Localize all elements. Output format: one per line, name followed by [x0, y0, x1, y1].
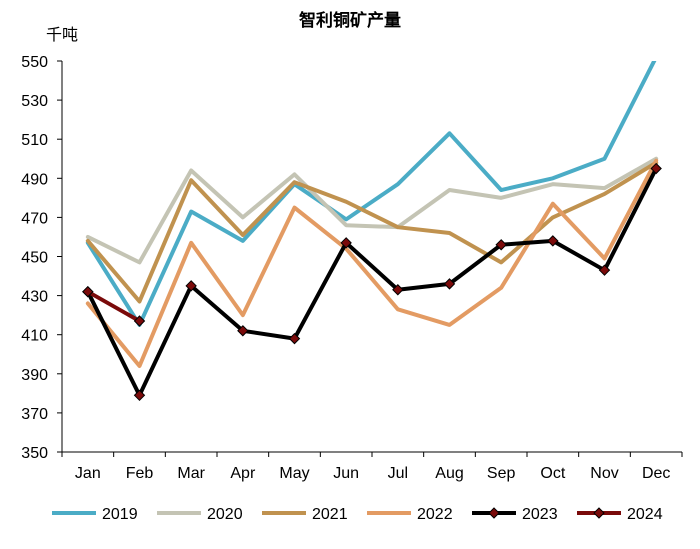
y-tick-label: 390	[21, 367, 48, 384]
y-tick-label: 370	[21, 406, 48, 423]
y-tick-label: 350	[21, 445, 48, 462]
series-layer	[82, 61, 662, 402]
y-tick-label: 550	[21, 54, 48, 71]
y-tick-label: 410	[21, 328, 48, 345]
x-tick-label: Sep	[487, 465, 516, 482]
x-tick-label: Jul	[388, 465, 408, 482]
x-tick-label: Aug	[435, 465, 463, 482]
y-tick-label: 490	[21, 171, 48, 188]
legend-marker	[593, 507, 605, 519]
data-point-2023	[598, 264, 611, 276]
data-point-2023	[340, 237, 352, 249]
series-line-2024	[85, 289, 142, 324]
y-tick-label: 510	[21, 132, 48, 149]
legend-label: 2019	[102, 506, 138, 523]
legend-label: 2020	[207, 506, 243, 523]
x-tick-label: Jun	[333, 465, 359, 482]
series-line-2019	[85, 61, 657, 327]
series-line-2022	[85, 158, 659, 368]
series-2024	[82, 285, 146, 327]
chart-title: 智利铜矿产量	[299, 10, 401, 30]
data-point-2023	[650, 162, 662, 175]
data-point-2023	[547, 235, 559, 247]
legend-item-2023: 2023	[472, 506, 558, 523]
data-point-2023	[392, 284, 404, 296]
x-tick-label: Mar	[177, 465, 205, 482]
x-tick-label: Dec	[642, 465, 670, 482]
x-tick-label: Jan	[75, 465, 101, 482]
legend-item-2021: 2021	[262, 506, 348, 523]
data-point-2023	[133, 389, 146, 402]
series-line-2023	[85, 166, 659, 398]
axes: 350 370 390 410 430 450 470 490 510 530 550 Jan Feb M…	[21, 54, 683, 482]
data-point-2024	[133, 315, 146, 327]
series-2019	[85, 61, 657, 327]
data-point-2023	[443, 278, 456, 290]
data-point-2023	[288, 332, 301, 345]
x-tick-label: Apr	[230, 465, 256, 482]
y-tick-label: 450	[21, 250, 48, 267]
y-tick-label: 530	[21, 93, 48, 110]
x-tick-label: Feb	[126, 465, 154, 482]
series-2022	[85, 158, 659, 368]
legend: 2019 2020 2021 2022 2023 2024	[52, 506, 663, 523]
y-axis-label: 千吨	[46, 26, 78, 44]
y-tick-label: 430	[21, 289, 48, 306]
legend-item-2019: 2019	[52, 506, 138, 523]
legend-item-2022: 2022	[367, 506, 453, 523]
legend-item-2024: 2024	[577, 506, 663, 523]
x-tick-label: Nov	[590, 465, 618, 482]
legend-marker	[488, 507, 500, 519]
series-2020	[85, 156, 659, 265]
legend-label: 2022	[417, 506, 453, 523]
data-point-2023	[237, 325, 249, 337]
x-tick-label: Oct	[540, 465, 565, 482]
data-point-2023	[495, 239, 507, 251]
y-tick-label: 470	[21, 210, 48, 227]
data-point-2024	[82, 285, 94, 298]
legend-item-2020: 2020	[157, 506, 243, 523]
series-line-2020	[85, 156, 659, 265]
x-tick-label: May	[279, 465, 309, 482]
legend-label: 2023	[522, 506, 558, 523]
legend-label: 2024	[627, 506, 663, 523]
data-point-2023	[185, 280, 197, 292]
legend-label: 2021	[312, 506, 348, 523]
